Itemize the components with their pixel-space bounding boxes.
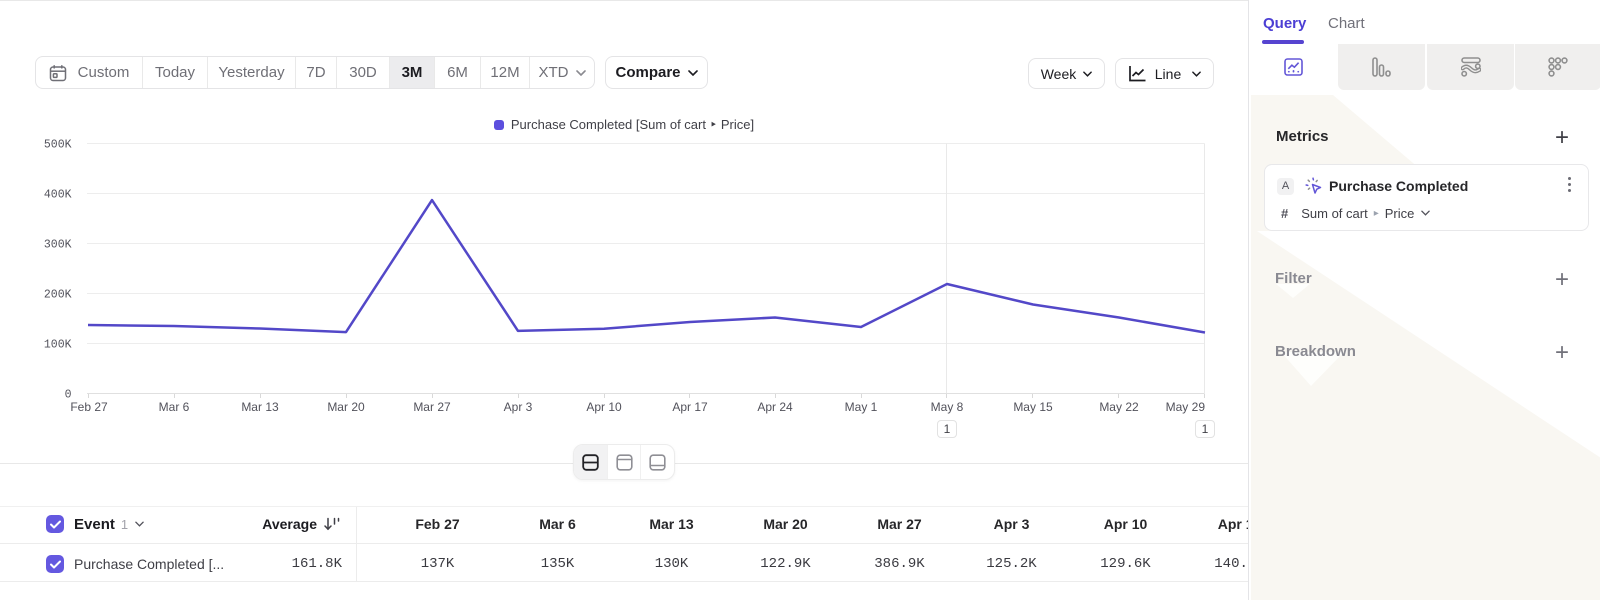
svg-text:300K: 300K (44, 239, 72, 252)
svg-text:Apr 3: Apr 3 (504, 400, 533, 414)
svg-text:Mar 6: Mar 6 (159, 400, 190, 414)
svg-text:Feb 27: Feb 27 (70, 400, 108, 414)
svg-text:May 15: May 15 (1013, 400, 1053, 414)
svg-text:Mar 13: Mar 13 (241, 400, 279, 414)
svg-text:Mar 20: Mar 20 (327, 400, 365, 414)
svg-text:May 22: May 22 (1099, 400, 1139, 414)
svg-text:Apr 24: Apr 24 (757, 400, 793, 414)
svg-text:400K: 400K (44, 189, 72, 202)
svg-text:May 1: May 1 (845, 400, 878, 414)
svg-text:Apr 17: Apr 17 (672, 400, 708, 414)
svg-text:May 8: May 8 (931, 400, 964, 414)
svg-text:200K: 200K (44, 289, 72, 302)
svg-text:Apr 10: Apr 10 (586, 400, 622, 414)
svg-text:500K: 500K (44, 139, 72, 152)
svg-text:100K: 100K (44, 339, 72, 352)
svg-text:0: 0 (65, 389, 72, 402)
svg-text:May 29: May 29 (1166, 400, 1206, 414)
svg-text:Mar 27: Mar 27 (413, 400, 451, 414)
